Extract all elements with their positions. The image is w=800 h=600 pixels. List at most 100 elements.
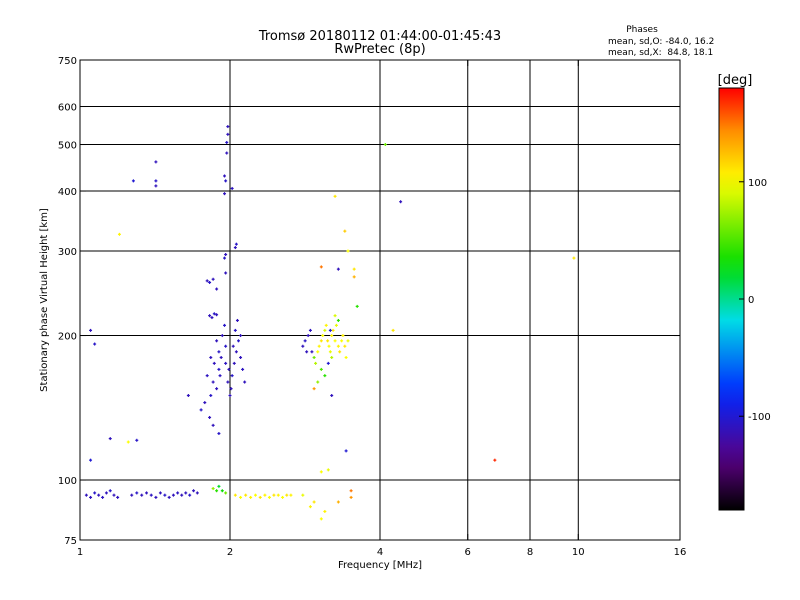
data-point bbox=[180, 493, 184, 497]
y-tick-label: 75 bbox=[64, 536, 77, 547]
data-point bbox=[317, 344, 321, 348]
colorbar: 100 0 -100 bbox=[718, 87, 771, 511]
data-point bbox=[230, 186, 234, 190]
data-point bbox=[205, 374, 209, 378]
data-point bbox=[330, 394, 334, 398]
data-point bbox=[352, 275, 356, 279]
data-point bbox=[188, 493, 192, 497]
data-point bbox=[319, 367, 323, 371]
stats-heading: Phases bbox=[626, 25, 658, 35]
x-tick-label: 2 bbox=[227, 547, 233, 558]
data-point bbox=[225, 140, 229, 144]
data-point bbox=[239, 355, 243, 359]
data-point bbox=[493, 458, 497, 462]
data-point bbox=[301, 344, 305, 348]
data-point bbox=[195, 491, 199, 495]
data-point bbox=[352, 267, 356, 271]
data-point bbox=[117, 232, 121, 236]
grid bbox=[80, 60, 680, 540]
data-point bbox=[217, 484, 221, 488]
data-point bbox=[163, 493, 167, 497]
data-point bbox=[331, 328, 335, 332]
data-point bbox=[223, 174, 227, 178]
data-point bbox=[108, 489, 112, 493]
data-point bbox=[154, 160, 158, 164]
data-point bbox=[154, 495, 158, 499]
data-point bbox=[316, 350, 320, 354]
data-point bbox=[126, 440, 130, 444]
data-point bbox=[239, 334, 243, 338]
data-point bbox=[343, 344, 347, 348]
data-point bbox=[215, 287, 219, 291]
data-point bbox=[330, 355, 334, 359]
data-point bbox=[341, 334, 345, 338]
data-point bbox=[316, 380, 320, 384]
data-point bbox=[285, 493, 289, 497]
data-point bbox=[89, 495, 93, 499]
data-point bbox=[97, 493, 101, 497]
data-point bbox=[212, 312, 216, 316]
data-point bbox=[333, 194, 337, 198]
data-point bbox=[89, 328, 93, 332]
data-point bbox=[224, 344, 228, 348]
data-point bbox=[227, 367, 231, 371]
data-point bbox=[239, 495, 243, 499]
data-point bbox=[215, 489, 219, 493]
data-point bbox=[224, 361, 228, 365]
data-point bbox=[308, 328, 312, 332]
data-point bbox=[145, 491, 149, 495]
x-tick-label: 4 bbox=[377, 547, 383, 558]
data-point bbox=[217, 432, 221, 436]
data-point bbox=[220, 334, 224, 338]
data-point bbox=[211, 277, 215, 281]
data-point bbox=[171, 493, 175, 497]
data-point bbox=[223, 256, 227, 260]
data-point bbox=[104, 491, 108, 495]
data-point bbox=[349, 489, 353, 493]
data-point bbox=[218, 374, 222, 378]
data-point bbox=[208, 280, 212, 284]
data-point bbox=[224, 491, 228, 495]
data-point bbox=[224, 271, 228, 275]
data-point bbox=[344, 355, 348, 359]
data-point bbox=[306, 334, 310, 338]
data-point bbox=[336, 267, 340, 271]
data-point bbox=[116, 495, 120, 499]
data-point bbox=[211, 487, 215, 491]
x-tick-label: 6 bbox=[465, 547, 471, 558]
data-point bbox=[225, 151, 229, 155]
x-tick-label: 1 bbox=[77, 547, 83, 558]
data-point bbox=[101, 495, 105, 499]
data-point bbox=[224, 179, 228, 183]
data-point bbox=[192, 489, 196, 493]
data-point bbox=[330, 334, 334, 338]
y-tick-label: 400 bbox=[58, 187, 77, 198]
data-point bbox=[289, 493, 293, 497]
colorbar-tick-label: -100 bbox=[748, 412, 771, 423]
y-tick-label: 600 bbox=[58, 103, 77, 114]
data-point bbox=[223, 192, 227, 196]
data-point bbox=[224, 253, 228, 257]
data-point bbox=[217, 367, 221, 371]
x-tick-label: 16 bbox=[674, 547, 687, 558]
data-point bbox=[328, 328, 332, 332]
data-point bbox=[149, 493, 153, 497]
data-point bbox=[323, 328, 327, 332]
colorbar-tick-label: 0 bbox=[748, 295, 754, 306]
data-point bbox=[326, 339, 330, 343]
data-point bbox=[89, 458, 93, 462]
data-point bbox=[312, 387, 316, 391]
data-point bbox=[158, 491, 162, 495]
y-axis-label: Stationary phase Virtual Height [km] bbox=[39, 208, 50, 392]
axes: 1 2 4 6 8 10 16 75 100 200 300 400 500 600 750 bbox=[58, 56, 686, 558]
data-point bbox=[154, 179, 158, 183]
data-point bbox=[215, 387, 219, 391]
data-point bbox=[208, 415, 212, 419]
x-axis-label: Frequency [MHz] bbox=[338, 560, 422, 571]
data-point bbox=[215, 339, 219, 343]
colorbar-label: [deg] bbox=[718, 73, 753, 88]
data-point bbox=[399, 200, 403, 204]
data-point bbox=[391, 328, 395, 332]
data-point bbox=[131, 179, 135, 183]
